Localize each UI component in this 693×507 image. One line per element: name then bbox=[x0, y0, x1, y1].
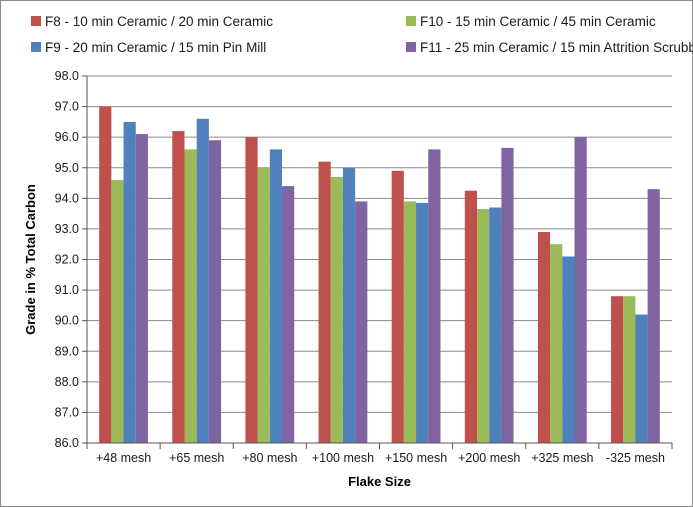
y-tick-label: 88.0 bbox=[55, 375, 79, 389]
legend-swatch bbox=[31, 16, 41, 26]
y-tick-label: 87.0 bbox=[55, 405, 79, 419]
bar bbox=[562, 256, 575, 443]
bar bbox=[123, 121, 136, 444]
bar bbox=[208, 140, 222, 443]
bar bbox=[318, 161, 331, 443]
bar bbox=[184, 149, 197, 443]
bar bbox=[257, 167, 270, 443]
bar bbox=[635, 314, 648, 443]
legend-label: F10 - 15 min Ceramic / 45 min Ceramic bbox=[420, 14, 656, 29]
y-tick-label: 98.0 bbox=[55, 69, 79, 83]
y-tick-label: 86.0 bbox=[55, 436, 79, 450]
bar bbox=[489, 207, 502, 443]
y-tick-label: 92.0 bbox=[55, 253, 79, 267]
legend-label: F9 - 20 min Ceramic / 15 min Pin Mill bbox=[45, 40, 266, 55]
x-tick-label: +100 mesh bbox=[312, 451, 374, 465]
bar bbox=[501, 147, 514, 443]
bar bbox=[342, 167, 356, 443]
bar bbox=[476, 209, 490, 443]
bar bbox=[391, 170, 404, 443]
x-tick-label: +200 mesh bbox=[458, 451, 520, 465]
bar bbox=[330, 176, 343, 444]
bar bbox=[416, 202, 429, 443]
x-tick-label: +65 mesh bbox=[169, 451, 224, 465]
bar bbox=[135, 134, 148, 444]
bar bbox=[355, 201, 368, 443]
y-tick-label: 93.0 bbox=[55, 222, 79, 236]
y-axis-title: Grade in % Total Carbon bbox=[23, 184, 38, 335]
bar bbox=[647, 189, 660, 443]
bar bbox=[464, 190, 477, 443]
bar bbox=[537, 231, 551, 443]
x-axis-ticks: +48 mesh +65 mesh +80 mesh +100 mesh +150 me… bbox=[86, 443, 673, 465]
bar bbox=[245, 137, 258, 444]
bar bbox=[172, 131, 185, 444]
x-tick-label: -325 mesh bbox=[606, 451, 665, 465]
y-tick-label: 94.0 bbox=[55, 191, 79, 205]
bar bbox=[269, 149, 283, 443]
x-tick-label: +325 mesh bbox=[531, 451, 593, 465]
legend-label: F8 - 10 min Ceramic / 20 min Ceramic bbox=[45, 14, 273, 29]
x-tick-label: +80 mesh bbox=[242, 451, 297, 465]
y-tick-label: 95.0 bbox=[55, 161, 79, 175]
legend-swatch bbox=[31, 42, 41, 52]
bar bbox=[282, 186, 295, 443]
y-tick-label: 97.0 bbox=[55, 100, 79, 114]
legend-swatch bbox=[406, 16, 416, 26]
legend: F8 - 10 min Ceramic / 20 min Ceramic F10 … bbox=[31, 14, 693, 55]
bar bbox=[574, 137, 587, 444]
bars bbox=[99, 106, 660, 444]
y-tick-label: 90.0 bbox=[55, 314, 79, 328]
bar bbox=[428, 149, 441, 443]
y-axis-ticks: 86.0 87.0 88.0 89.0 90.0 91.0 92.0 93.0 94.0 95.0… bbox=[55, 69, 87, 450]
bar bbox=[196, 118, 209, 443]
y-tick-label: 89.0 bbox=[55, 344, 79, 358]
bar bbox=[550, 244, 563, 443]
bar bbox=[403, 201, 417, 443]
x-tick-label: +48 mesh bbox=[96, 451, 151, 465]
x-axis-title: Flake Size bbox=[348, 474, 411, 489]
legend-swatch bbox=[406, 42, 416, 52]
bar bbox=[623, 296, 636, 443]
y-tick-label: 91.0 bbox=[55, 283, 79, 297]
bar bbox=[611, 296, 624, 443]
legend-label: F11 - 25 min Ceramic / 15 min Attrition … bbox=[420, 40, 693, 55]
bar bbox=[99, 106, 112, 443]
x-tick-label: +150 mesh bbox=[385, 451, 447, 465]
y-tick-label: 96.0 bbox=[55, 130, 79, 144]
bar bbox=[111, 179, 124, 444]
